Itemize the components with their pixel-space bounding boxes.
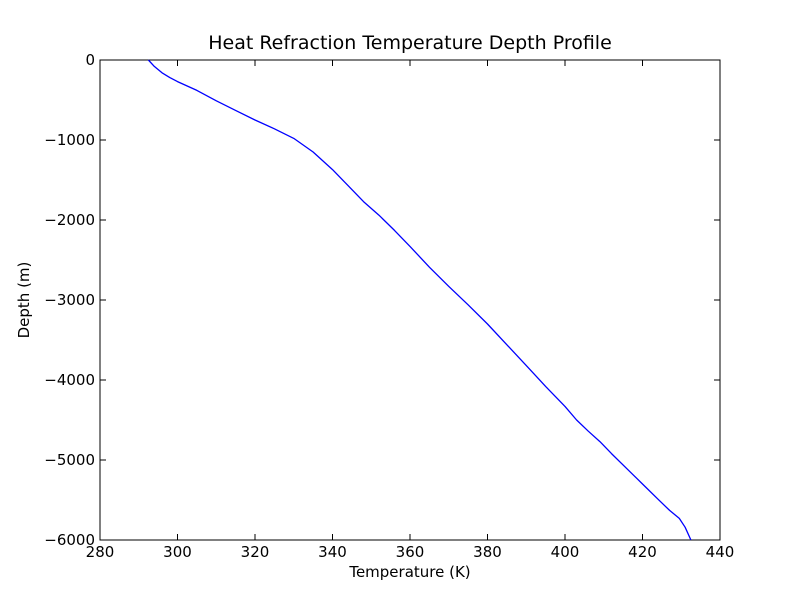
y-tick-label: −4000 bbox=[44, 371, 95, 389]
data-lines bbox=[147, 59, 692, 541]
plot-area: 280 300 320 340 360 380 400 420 440 0 −1000 −2000 −… bbox=[44, 51, 734, 561]
x-tick-label: 440 bbox=[706, 543, 735, 561]
y-tick-label: −3000 bbox=[44, 291, 95, 309]
chart-title: Heat Refraction Temperature Depth Profil… bbox=[208, 32, 612, 54]
temperature-depth-line bbox=[147, 59, 692, 541]
y-tick-label: −6000 bbox=[44, 531, 95, 549]
x-tick-label: 320 bbox=[241, 543, 270, 561]
x-tick-label: 280 bbox=[86, 543, 115, 561]
y-axis-ticks: 0 −1000 −2000 −3000 −4000 −5000 −6000 bbox=[44, 51, 720, 549]
x-tick-label: 360 bbox=[396, 543, 425, 561]
x-tick-label: 380 bbox=[473, 543, 502, 561]
x-tick-label: 400 bbox=[551, 543, 580, 561]
x-axis-label: Temperature (K) bbox=[348, 563, 470, 581]
x-axis-ticks: 280 300 320 340 360 380 400 420 440 bbox=[86, 60, 735, 561]
y-tick-label: −2000 bbox=[44, 211, 95, 229]
y-tick-label: −5000 bbox=[44, 451, 95, 469]
x-tick-label: 300 bbox=[163, 543, 192, 561]
x-tick-label: 420 bbox=[628, 543, 657, 561]
y-tick-label: −1000 bbox=[44, 131, 95, 149]
y-tick-label: 0 bbox=[85, 51, 95, 69]
y-axis-label: Depth (m) bbox=[15, 262, 33, 339]
x-tick-label: 340 bbox=[318, 543, 347, 561]
